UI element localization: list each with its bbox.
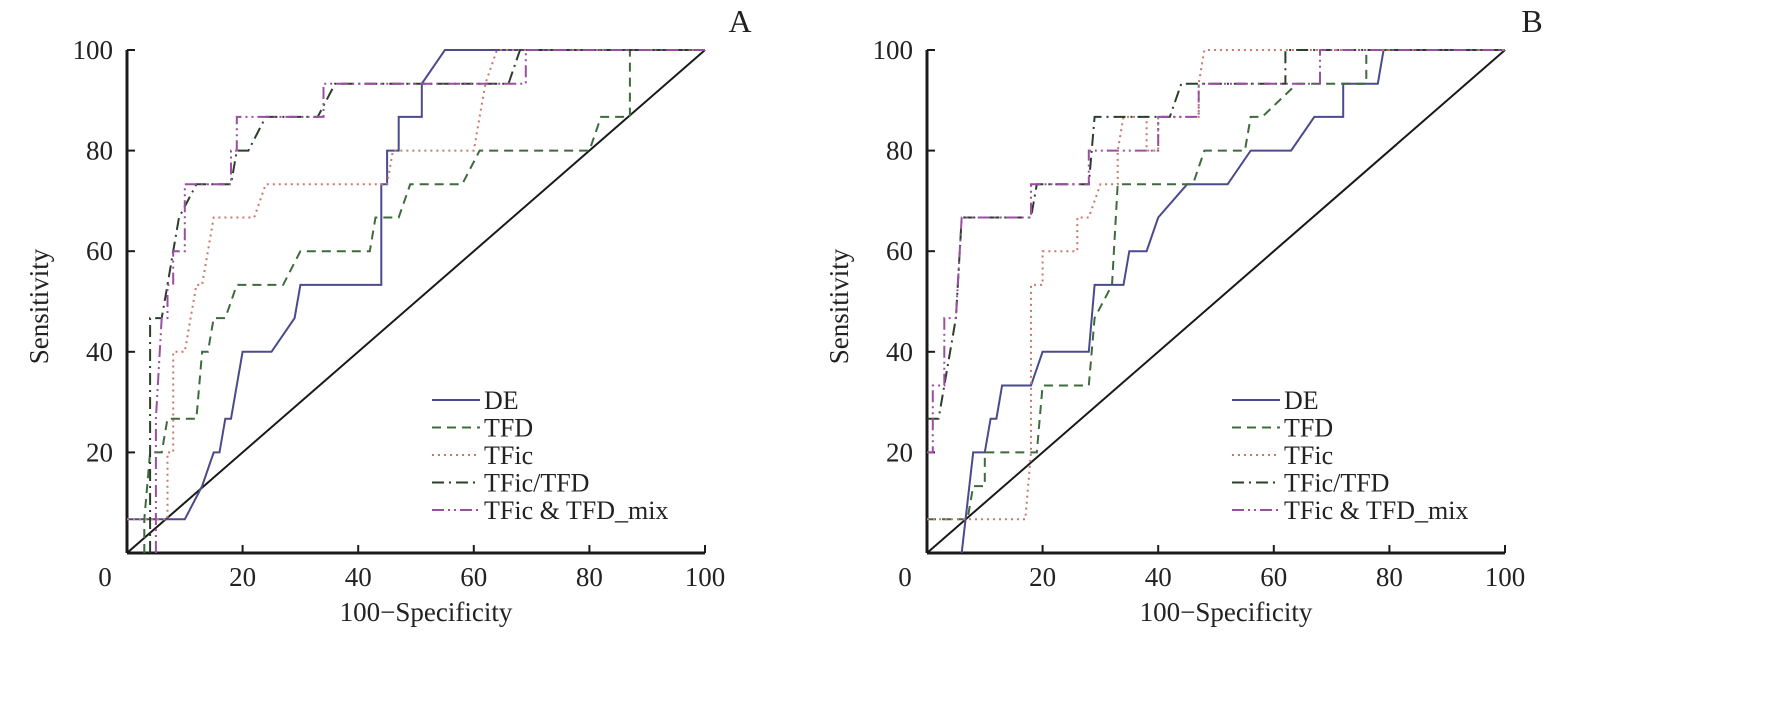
y-axis-title: Sensitivity	[24, 248, 54, 364]
series-line-tfic	[927, 49, 1505, 521]
y-tick-label: 80	[86, 136, 113, 166]
y-tick-label: 100	[73, 35, 114, 65]
legend-label: TFic & TFD_mix	[484, 496, 668, 525]
series-line-tfic-tfd	[927, 49, 1505, 420]
x-tick-label: 60	[460, 562, 487, 592]
x-tick-label: 40	[1145, 562, 1172, 592]
x-axis-title: 100−Specificity	[1140, 597, 1313, 627]
x-tick-label: 60	[1260, 562, 1287, 592]
series-line-tfic-tfd-mix	[154, 49, 705, 553]
x-tick-label: 80	[576, 562, 603, 592]
reference-diagonal-line	[926, 49, 1506, 554]
y-tick-label: 80	[886, 136, 913, 166]
y-tick-label: 60	[886, 236, 913, 266]
y-tick-label: 20	[886, 437, 913, 467]
legend-label: TFD	[484, 414, 533, 443]
legend-label: TFD	[1284, 414, 1333, 443]
legend-label: TFic & TFD_mix	[1284, 496, 1468, 525]
panel-b: B 0 20 40 60 80 100 20 40 60 80 100 100−Specificity S…	[824, 3, 1543, 627]
x-tick-label: 20	[1029, 562, 1056, 592]
panel-label: A	[728, 3, 751, 39]
x-tick-label: 100	[685, 562, 726, 592]
legend-label: TFic	[484, 441, 533, 470]
x-tick-label: 0	[898, 562, 912, 592]
y-tick-label: 40	[86, 337, 113, 367]
series-line-de	[127, 49, 705, 521]
legend-label: DE	[484, 386, 519, 415]
y-axis-title: Sensitivity	[824, 248, 854, 364]
panel-label: B	[1521, 3, 1542, 39]
series-line-tfic	[127, 49, 705, 521]
reference-diagonal-line	[126, 49, 706, 554]
x-tick-label: 100	[1485, 562, 1526, 592]
legend-label: TFic/TFD	[484, 469, 589, 498]
x-tick-label: 40	[345, 562, 372, 592]
series-line-tfd	[927, 49, 1505, 521]
x-axis-title: 100−Specificity	[340, 597, 513, 627]
legend-label: DE	[1284, 386, 1319, 415]
y-tick-label: 100	[873, 35, 914, 65]
legend-label: TFic/TFD	[1284, 469, 1389, 498]
series-line-tfic-tfd	[149, 49, 705, 553]
x-tick-label: 20	[229, 562, 256, 592]
series-line-tfic-tfd-mix	[927, 49, 1505, 454]
y-tick-label: 60	[86, 236, 113, 266]
y-tick-label: 20	[86, 437, 113, 467]
x-tick-label: 0	[98, 562, 112, 592]
legend-label: TFic	[1284, 441, 1333, 470]
panel-a: A 0 20 40 60 80 100 20 40 60 80 100 100−Specificity S…	[24, 3, 752, 627]
series-line-tfd	[143, 49, 705, 553]
series-line-de	[960, 49, 1505, 554]
x-tick-label: 80	[1376, 562, 1403, 592]
y-tick-label: 40	[886, 337, 913, 367]
